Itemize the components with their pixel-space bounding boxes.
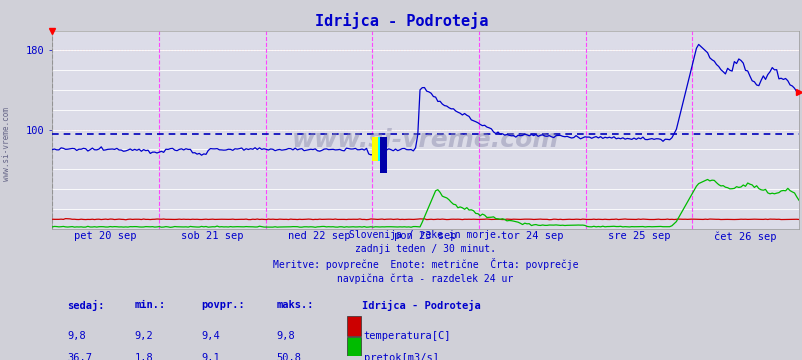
Text: pretok[m3/s]: pretok[m3/s] (363, 352, 438, 360)
Text: 9,1: 9,1 (201, 352, 220, 360)
Text: 1,8: 1,8 (134, 352, 153, 360)
Text: www.si-vreme.com: www.si-vreme.com (2, 107, 11, 181)
FancyBboxPatch shape (346, 337, 360, 358)
Bar (372, 136, 379, 161)
FancyBboxPatch shape (346, 359, 360, 360)
Text: 50,8: 50,8 (276, 352, 301, 360)
Text: 9,8: 9,8 (276, 331, 294, 341)
Text: povpr.:: povpr.: (201, 300, 245, 310)
Text: temperatura[C]: temperatura[C] (363, 331, 451, 341)
Text: min.:: min.: (134, 300, 165, 310)
Bar (377, 136, 385, 161)
Text: 9,8: 9,8 (67, 331, 86, 341)
Text: Idrijca - Podroteja: Idrijca - Podroteja (314, 13, 488, 30)
Text: maks.:: maks.: (276, 300, 314, 310)
FancyBboxPatch shape (346, 315, 360, 336)
Text: Slovenija / reke in morje.
zadnji teden / 30 minut.
Meritve: povprečne  Enote: m: Slovenija / reke in morje. zadnji teden … (273, 230, 577, 284)
Text: 9,2: 9,2 (134, 331, 153, 341)
Text: www.si-vreme.com: www.si-vreme.com (292, 127, 558, 152)
Text: 36,7: 36,7 (67, 352, 92, 360)
Bar (379, 136, 387, 173)
Text: sedaj:: sedaj: (67, 300, 104, 311)
Text: Idrijca - Podroteja: Idrijca - Podroteja (362, 300, 480, 311)
Text: 9,4: 9,4 (201, 331, 220, 341)
